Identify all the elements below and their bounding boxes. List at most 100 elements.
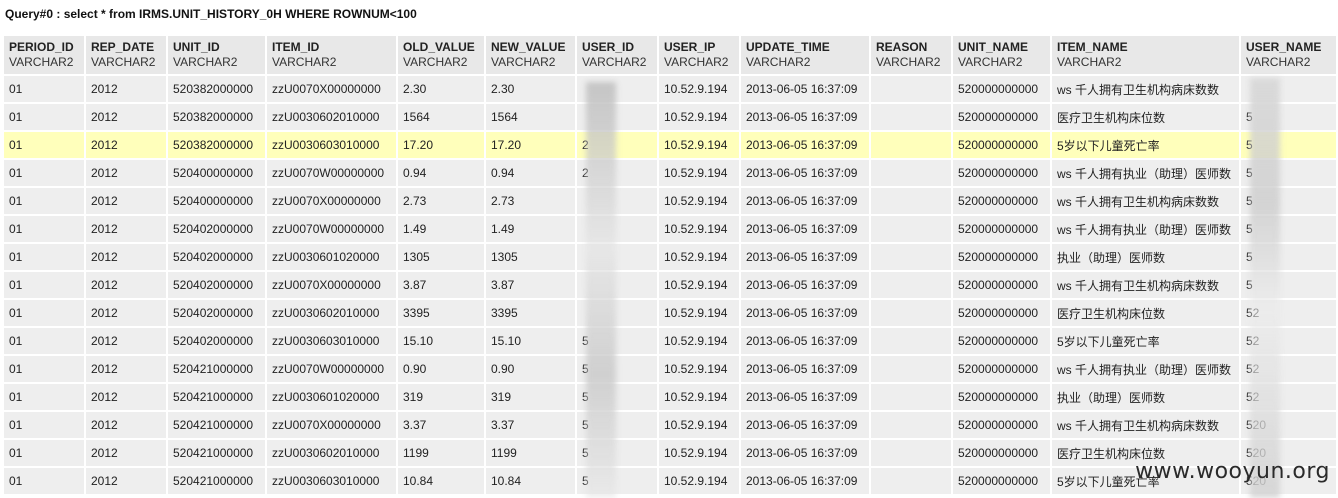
cell-user-ip[interactable]: 10.52.9.194 xyxy=(659,216,741,244)
table-row[interactable]: 01 2012 520382000000 zzU0070X00000000 2.30 2.… xyxy=(4,76,1338,104)
cell-item-name[interactable]: 5岁以下儿童死亡率 xyxy=(1052,328,1241,356)
cell-update-time[interactable]: 2013-06-05 16:37:09 xyxy=(741,356,871,384)
cell-rep-date[interactable]: 2012 xyxy=(86,272,168,300)
cell-item-id[interactable]: zzU0070W00000000 xyxy=(267,216,398,244)
cell-unit-id[interactable]: 520421000000 xyxy=(168,468,267,496)
cell-item-id[interactable]: zzU0070W00000000 xyxy=(267,160,398,188)
cell-unit-id[interactable]: 520421000000 xyxy=(168,384,267,412)
cell-period-id[interactable]: 01 xyxy=(4,132,86,160)
cell-unit-name[interactable]: 520000000000 xyxy=(953,76,1052,104)
cell-item-id[interactable]: zzU0030603010000 xyxy=(267,328,398,356)
cell-update-time[interactable]: 2013-06-05 16:37:09 xyxy=(741,188,871,216)
cell-unit-name[interactable]: 520000000000 xyxy=(953,244,1052,272)
cell-item-name[interactable]: 5岁以下儿童死亡率 xyxy=(1052,468,1241,496)
cell-item-name[interactable]: 医疗卫生机构床位数 xyxy=(1052,440,1241,468)
cell-old-value[interactable]: 2.73 xyxy=(398,188,486,216)
cell-user-ip[interactable]: 10.52.9.194 xyxy=(659,356,741,384)
cell-unit-name[interactable]: 520000000000 xyxy=(953,300,1052,328)
cell-item-name[interactable]: 医疗卫生机构床位数 xyxy=(1052,300,1241,328)
cell-new-value[interactable]: 3395 xyxy=(486,300,577,328)
cell-unit-id[interactable]: 520421000000 xyxy=(168,356,267,384)
cell-period-id[interactable]: 01 xyxy=(4,468,86,496)
cell-unit-name[interactable]: 520000000000 xyxy=(953,160,1052,188)
column-header-unit-id[interactable]: UNIT_ID VARCHAR2 xyxy=(168,36,267,76)
cell-period-id[interactable]: 01 xyxy=(4,300,86,328)
cell-rep-date[interactable]: 2012 xyxy=(86,384,168,412)
cell-rep-date[interactable]: 2012 xyxy=(86,244,168,272)
cell-reason[interactable] xyxy=(871,272,953,300)
cell-period-id[interactable]: 01 xyxy=(4,244,86,272)
cell-update-time[interactable]: 2013-06-05 16:37:09 xyxy=(741,272,871,300)
cell-period-id[interactable]: 01 xyxy=(4,328,86,356)
cell-unit-name[interactable]: 520000000000 xyxy=(953,216,1052,244)
cell-new-value[interactable]: 17.20 xyxy=(486,132,577,160)
cell-reason[interactable] xyxy=(871,300,953,328)
cell-reason[interactable] xyxy=(871,104,953,132)
cell-old-value[interactable]: 3395 xyxy=(398,300,486,328)
cell-user-ip[interactable]: 10.52.9.194 xyxy=(659,132,741,160)
cell-rep-date[interactable]: 2012 xyxy=(86,216,168,244)
cell-period-id[interactable]: 01 xyxy=(4,160,86,188)
table-row[interactable]: 01 2012 520421000000 zzU0030601020000 319 319… xyxy=(4,384,1338,412)
cell-item-name[interactable]: 执业（助理）医师数 xyxy=(1052,244,1241,272)
column-header-user-id[interactable]: USER_ID VARCHAR2 xyxy=(577,36,659,76)
cell-unit-id[interactable]: 520382000000 xyxy=(168,104,267,132)
cell-item-id[interactable]: zzU0070X00000000 xyxy=(267,412,398,440)
cell-item-name[interactable]: ws 千人拥有执业（助理）医师数 xyxy=(1052,160,1241,188)
cell-new-value[interactable]: 10.84 xyxy=(486,468,577,496)
cell-old-value[interactable]: 15.10 xyxy=(398,328,486,356)
cell-old-value[interactable]: 0.94 xyxy=(398,160,486,188)
column-header-period-id[interactable]: PERIOD_ID VARCHAR2 xyxy=(4,36,86,76)
column-header-old-value[interactable]: OLD_VALUE VARCHAR2 xyxy=(398,36,486,76)
cell-old-value[interactable]: 1305 xyxy=(398,244,486,272)
cell-rep-date[interactable]: 2012 xyxy=(86,328,168,356)
table-row[interactable]: 01 2012 520382000000 zzU0030602010000 1564 15… xyxy=(4,104,1338,132)
cell-reason[interactable] xyxy=(871,328,953,356)
cell-reason[interactable] xyxy=(871,412,953,440)
cell-unit-id[interactable]: 520402000000 xyxy=(168,272,267,300)
cell-new-value[interactable]: 15.10 xyxy=(486,328,577,356)
column-header-update-time[interactable]: UPDATE_TIME VARCHAR2 xyxy=(741,36,871,76)
cell-reason[interactable] xyxy=(871,160,953,188)
cell-new-value[interactable]: 1305 xyxy=(486,244,577,272)
cell-period-id[interactable]: 01 xyxy=(4,272,86,300)
cell-update-time[interactable]: 2013-06-05 16:37:09 xyxy=(741,300,871,328)
cell-unit-id[interactable]: 520421000000 xyxy=(168,412,267,440)
cell-new-value[interactable]: 0.90 xyxy=(486,356,577,384)
cell-update-time[interactable]: 2013-06-05 16:37:09 xyxy=(741,440,871,468)
cell-old-value[interactable]: 17.20 xyxy=(398,132,486,160)
cell-user-ip[interactable]: 10.52.9.194 xyxy=(659,188,741,216)
cell-user-ip[interactable]: 10.52.9.194 xyxy=(659,468,741,496)
cell-unit-id[interactable]: 520400000000 xyxy=(168,188,267,216)
cell-rep-date[interactable]: 2012 xyxy=(86,132,168,160)
cell-old-value[interactable]: 1199 xyxy=(398,440,486,468)
cell-unit-name[interactable]: 520000000000 xyxy=(953,188,1052,216)
cell-reason[interactable] xyxy=(871,440,953,468)
column-header-rep-date[interactable]: REP_DATE VARCHAR2 xyxy=(86,36,168,76)
cell-rep-date[interactable]: 2012 xyxy=(86,104,168,132)
cell-old-value[interactable]: 3.87 xyxy=(398,272,486,300)
table-row[interactable]: 01 2012 520402000000 zzU0030603010000 15.10 1… xyxy=(4,328,1338,356)
table-row[interactable]: 01 2012 520382000000 zzU0030603010000 17.20 1… xyxy=(4,132,1338,160)
cell-user-ip[interactable]: 10.52.9.194 xyxy=(659,272,741,300)
cell-item-name[interactable]: ws 千人拥有执业（助理）医师数 xyxy=(1052,356,1241,384)
cell-unit-name[interactable]: 520000000000 xyxy=(953,412,1052,440)
cell-period-id[interactable]: 01 xyxy=(4,384,86,412)
cell-item-id[interactable]: zzU0070X00000000 xyxy=(267,188,398,216)
cell-rep-date[interactable]: 2012 xyxy=(86,356,168,384)
cell-user-ip[interactable]: 10.52.9.194 xyxy=(659,244,741,272)
cell-new-value[interactable]: 3.37 xyxy=(486,412,577,440)
column-header-user-ip[interactable]: USER_IP VARCHAR2 xyxy=(659,36,741,76)
table-row[interactable]: 01 2012 520400000000 zzU0070X00000000 2.73 2.… xyxy=(4,188,1338,216)
cell-new-value[interactable]: 1199 xyxy=(486,440,577,468)
cell-reason[interactable] xyxy=(871,384,953,412)
cell-item-name[interactable]: ws 千人拥有卫生机构病床数数 xyxy=(1052,188,1241,216)
cell-old-value[interactable]: 1564 xyxy=(398,104,486,132)
cell-item-id[interactable]: zzU0070X00000000 xyxy=(267,76,398,104)
cell-update-time[interactable]: 2013-06-05 16:37:09 xyxy=(741,104,871,132)
table-row[interactable]: 01 2012 520402000000 zzU0030601020000 1305 13… xyxy=(4,244,1338,272)
cell-user-ip[interactable]: 10.52.9.194 xyxy=(659,440,741,468)
cell-unit-name[interactable]: 520000000000 xyxy=(953,104,1052,132)
cell-item-name[interactable]: 5岁以下儿童死亡率 xyxy=(1052,132,1241,160)
cell-old-value[interactable]: 3.37 xyxy=(398,412,486,440)
